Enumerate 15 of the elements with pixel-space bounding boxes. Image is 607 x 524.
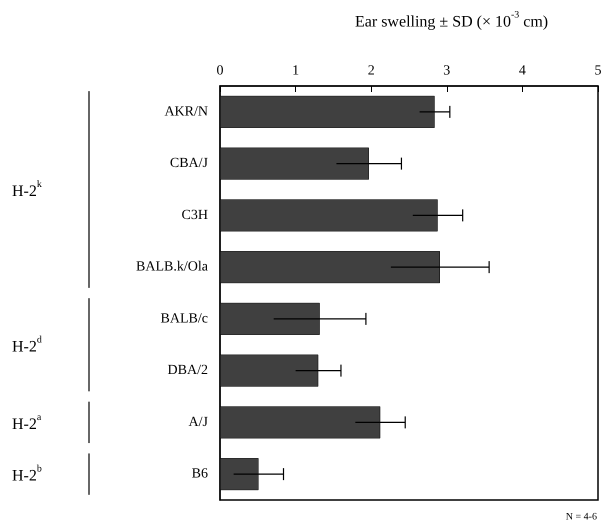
- x-tick-label: 1: [292, 64, 300, 78]
- x-tick-label: 3: [443, 64, 450, 78]
- y-tick-label: B6: [192, 466, 208, 482]
- y-tick-label: BALB.k/Ola: [136, 260, 209, 275]
- x-tick-label: 5: [594, 64, 602, 78]
- y-tick-label: C3H: [182, 208, 208, 223]
- x-tick-label: 0: [216, 64, 224, 78]
- y-tick-label: DBA/2: [168, 363, 208, 378]
- y-tick-label: AKR/N: [164, 104, 208, 120]
- text: N = 4-6: [566, 512, 598, 522]
- y-tick-label: A/J: [188, 414, 209, 430]
- y-tick-label: BALB/c: [160, 311, 208, 326]
- x-tick-label: 4: [518, 64, 526, 78]
- y-tick-label: CBA/J: [170, 156, 209, 172]
- x-tick-label: 2: [368, 64, 375, 78]
